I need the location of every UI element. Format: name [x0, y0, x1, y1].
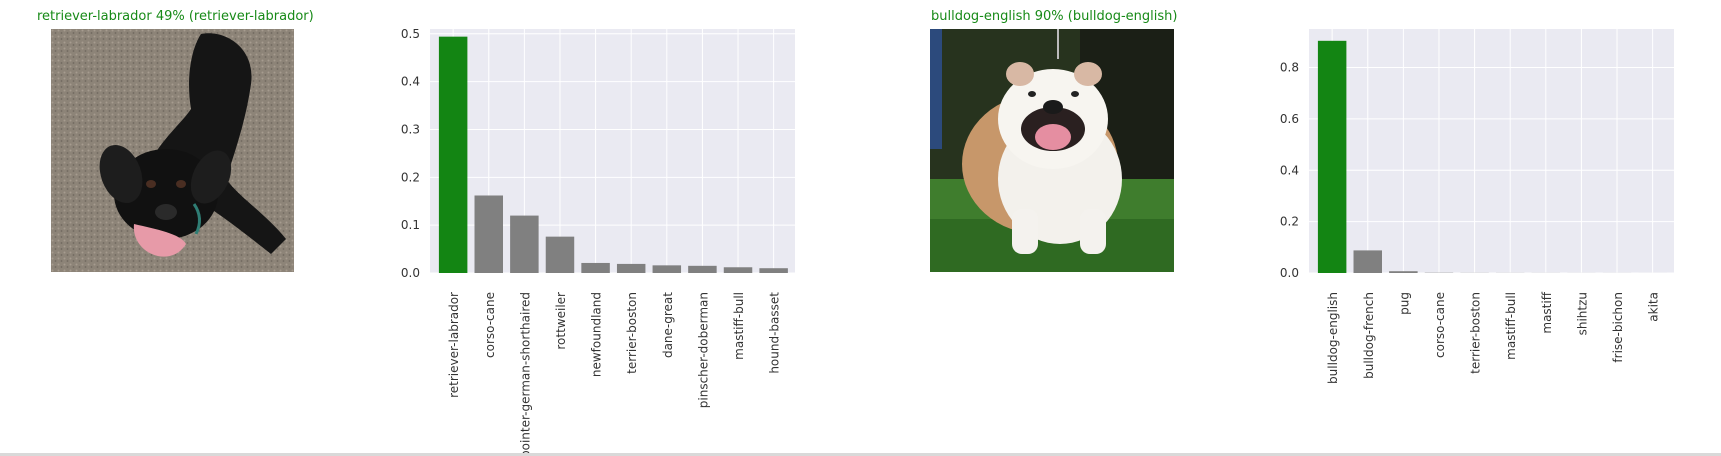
image-title-1: retriever-labrador 49% (retriever-labrad… — [37, 9, 314, 24]
bar-pug — [1389, 271, 1418, 273]
y-tick-label: 0.4 — [401, 75, 420, 89]
y-tick-label: 0.4 — [1280, 163, 1299, 177]
dog-photo-labrador — [51, 29, 294, 272]
bar-rottweiler — [545, 236, 575, 273]
x-tick-label: mastiff — [1540, 291, 1554, 333]
x-tick-label: hound-basset — [768, 292, 782, 374]
x-tick-label: retriever-labrador — [447, 292, 461, 398]
x-tick-label: corso-cane — [1433, 292, 1447, 358]
x-tick-label: akita — [1647, 292, 1661, 322]
y-tick-label: 0.5 — [401, 27, 420, 41]
x-tick-label: shihtzu — [1575, 292, 1589, 335]
bar-mastiff-bull — [723, 267, 753, 273]
x-tick-label: rottweiler — [554, 292, 568, 350]
bar-newfoundland — [581, 262, 610, 273]
x-tick-label: pointer-german-shorthaired — [518, 292, 532, 456]
y-tick-label: 0.6 — [1280, 112, 1299, 126]
bar-dane-great — [652, 265, 682, 273]
x-tick-label: mastiff-bull — [1504, 292, 1518, 360]
x-tick-label: pinscher-doberman — [696, 292, 710, 408]
bar-corso-cane — [474, 195, 503, 273]
x-tick-label: mastiff-bull — [732, 292, 746, 360]
bar-bulldog-french — [1353, 250, 1382, 273]
dog-photo-bulldog — [930, 29, 1174, 272]
plot-area — [1309, 29, 1674, 273]
x-tick-label: terrier-boston — [625, 292, 639, 374]
bar-hound-basset — [759, 268, 788, 273]
x-tick-label: corso-cane — [483, 292, 497, 358]
x-tick-label: bulldog-english — [1326, 292, 1340, 384]
x-tick-label: pug — [1397, 292, 1411, 315]
x-tick-label: dane-great — [661, 292, 675, 358]
bar-pointer-german-shorthaired — [510, 215, 539, 273]
y-tick-label: 0.2 — [401, 170, 420, 184]
x-tick-label: terrier-boston — [1469, 292, 1483, 374]
y-tick-label: 0.2 — [1280, 215, 1299, 229]
bar-pinscher-doberman — [688, 265, 717, 273]
bar-retriever-labrador — [438, 36, 468, 273]
y-tick-label: 0.1 — [401, 218, 420, 232]
image-title-2: bulldog-english 90% (bulldog-english) — [931, 9, 1178, 24]
bar-bulldog-english — [1317, 40, 1347, 274]
y-tick-label: 0.0 — [401, 266, 420, 280]
x-tick-label: bulldog-french — [1362, 292, 1376, 379]
x-tick-label: frise-bichon — [1611, 292, 1625, 363]
y-tick-label: 0.8 — [1280, 61, 1299, 75]
y-tick-label: 0.0 — [1280, 266, 1299, 280]
bar-terrier-boston — [616, 263, 646, 273]
y-tick-label: 0.3 — [401, 122, 420, 136]
bottom-divider — [0, 453, 1721, 456]
x-tick-label: newfoundland — [590, 292, 604, 377]
